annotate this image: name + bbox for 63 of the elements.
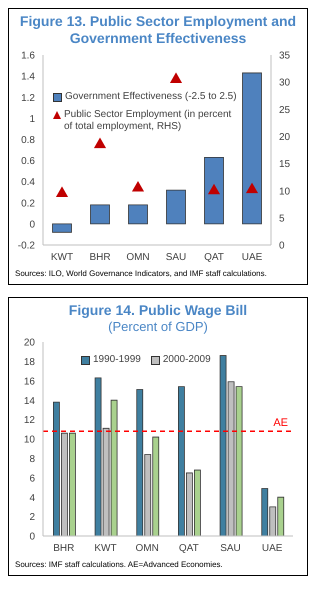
ref-line-label: AE [273, 417, 288, 430]
y-tick-label: 12 [24, 415, 36, 426]
legend-label: Government Effectiveness (-2.5 to 2.5) [65, 91, 237, 103]
y-tick-label: 6 [29, 473, 36, 484]
x-tick-label: QAT [178, 543, 199, 554]
y2-tick-label: 0 [279, 240, 285, 252]
y-tick-label: 8 [29, 454, 36, 465]
y-tick-label: 14 [24, 396, 36, 407]
y-tick-label: 4 [29, 492, 36, 504]
y-tick-label: 1.4 [21, 72, 36, 83]
bar [166, 190, 186, 224]
x-tick-label: UAE [242, 252, 263, 264]
y2-tick-label: 15 [279, 159, 291, 170]
bar [242, 72, 262, 224]
x-tick-label: BHR [89, 252, 111, 264]
x-tick-label: BHR [53, 543, 74, 554]
chart-title: Figure 14. Public Wage Bill [68, 302, 248, 319]
x-tick-label: KWT [50, 252, 74, 264]
y-tick-label: 0.8 [21, 134, 36, 146]
y2-tick-label: 35 [279, 50, 291, 62]
y-tick-label: 10 [24, 434, 36, 446]
y-tick-label: 0.6 [21, 156, 36, 168]
y2-tick-label: 20 [279, 132, 291, 143]
y-tick-label: 1.2 [21, 92, 36, 104]
y-tick-label: 18 [24, 356, 36, 368]
x-tick-label: QAT [204, 252, 224, 264]
y-tick-label: 0 [29, 532, 36, 543]
x-tick-label: SAU [166, 252, 186, 264]
point [246, 182, 258, 194]
legend-label: Public Sector Employment (in percent of total employment, RHS) [64, 109, 232, 133]
y2-tick-label: 10 [279, 186, 291, 198]
chart-title: Figure 13. Public Sector Employment and Government Effectiveness [18, 13, 298, 47]
x-tick-label: OMN [126, 252, 150, 264]
point [170, 72, 182, 83]
point [94, 138, 106, 148]
y2-tick-label: 25 [279, 104, 291, 116]
y-tick-label: 2 [29, 512, 36, 524]
source-note: Sources: ILO, World Governance Indicators, and IMF staff calculations. [14, 268, 268, 280]
y-tick-label: 1 [29, 114, 36, 125]
point [132, 180, 144, 192]
bar [52, 223, 72, 233]
legend-label: 1990-1999 [93, 354, 141, 366]
x-tick-label: SAU [220, 543, 241, 554]
bar [204, 156, 224, 224]
x-tick-label: OMN [135, 543, 159, 554]
x-tick-label: KWT [94, 543, 117, 554]
y-tick-label: 16 [24, 376, 36, 388]
chart-subtitle: (Percent of GDP) [107, 319, 209, 334]
y-tick-label: 0.2 [21, 198, 36, 210]
y-tick-label: 1.6 [21, 50, 36, 62]
y-tick-label: -0.2 [18, 240, 36, 252]
source-note: Sources: IMF staff calculations. AE=Advanced Economies. [14, 559, 224, 571]
y2-tick-label: 5 [279, 213, 285, 224]
point [56, 186, 68, 197]
x-tick-label: UAE [262, 543, 283, 554]
y-tick-label: 20 [24, 338, 36, 349]
bar [90, 204, 110, 224]
y-tick-label: 0.4 [21, 177, 36, 188]
point [208, 184, 220, 194]
y2-tick-label: 30 [279, 78, 291, 89]
y-tick-label: 0 [29, 219, 36, 230]
bar [128, 204, 148, 224]
legend-label: 2000-2009 [162, 354, 211, 366]
